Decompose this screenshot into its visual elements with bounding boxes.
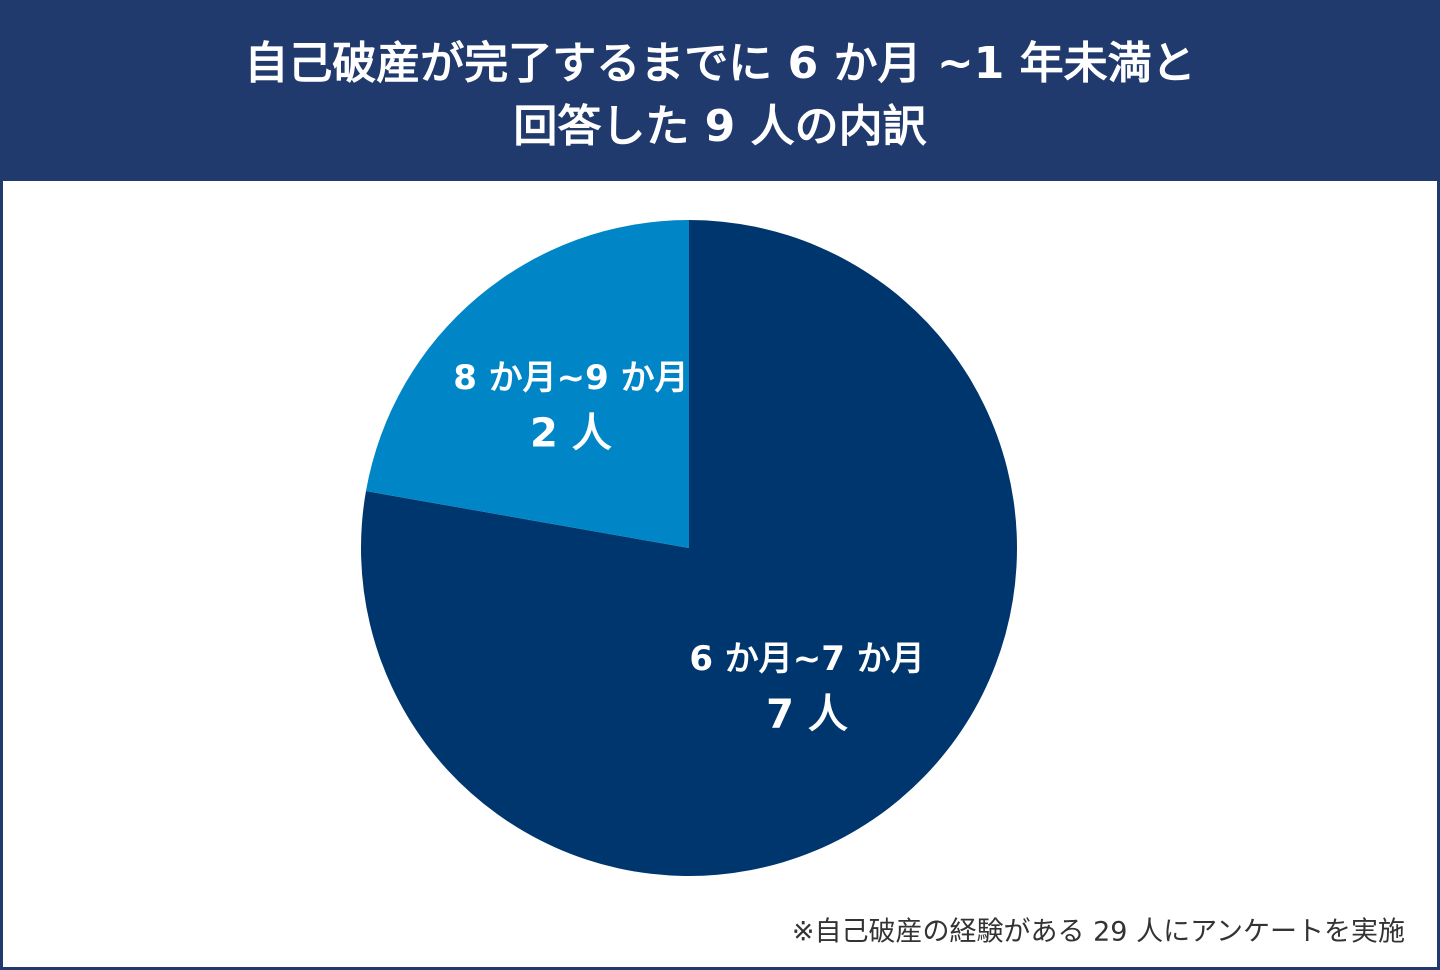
- chart-title: 自己破産が完了するまでに 6 か月 ~1 年未満と: [244, 38, 1195, 89]
- value-label: 7 人: [766, 692, 848, 738]
- header: [0, 0, 1440, 181]
- value-label: 2 人: [530, 410, 612, 456]
- slice-label: 8 か月~9 か月: [453, 358, 688, 398]
- chart-title: 回答した 9 人の内訳: [513, 101, 927, 152]
- pie-slice: [365, 220, 689, 548]
- note: ※自己破産の経験がある 29 人にアンケートを実施: [792, 917, 1405, 948]
- slice-label: 6 か月~7 か月: [689, 639, 924, 679]
